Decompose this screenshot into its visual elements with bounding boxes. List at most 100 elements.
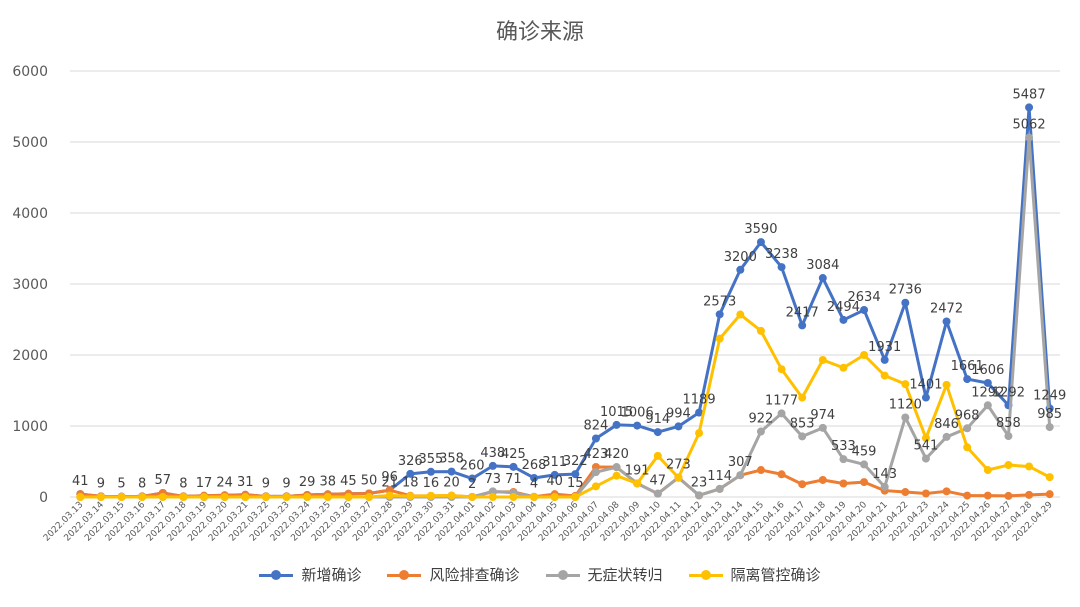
data-point: [942, 317, 951, 326]
data-label: 968: [955, 408, 980, 423]
data-point: [798, 321, 807, 330]
legend-item: 隔离管控确诊: [688, 564, 821, 585]
data-label: 985: [1037, 407, 1062, 422]
data-point: [798, 393, 807, 402]
data-labels: 41 9 5 8 57 8 17 24 31 9 9 29 38 45 50 9632635535826043…: [72, 87, 1066, 491]
data-point: [550, 493, 559, 501]
data-point: [695, 408, 704, 417]
data-point: [220, 493, 229, 501]
data-label: 1006: [621, 406, 654, 421]
data-point: [282, 493, 291, 501]
data-label: 914: [645, 412, 670, 427]
data-point: [777, 470, 786, 479]
data-label: 18: [402, 476, 419, 491]
data-point: [653, 451, 662, 460]
data-point: [777, 365, 786, 374]
data-label: 1931: [868, 340, 901, 355]
legend-swatch: [259, 568, 294, 582]
data-label: 438: [480, 446, 505, 461]
legend-label: 新增确诊: [301, 566, 362, 584]
data-point: [571, 493, 580, 501]
data-label: 2494: [827, 300, 860, 315]
data-point: [1004, 432, 1013, 441]
data-point: [179, 493, 188, 501]
data-point: [488, 487, 497, 496]
data-point: [963, 491, 972, 500]
data-label: 3590: [744, 222, 777, 237]
data-point: [736, 265, 745, 274]
data-point: [385, 491, 394, 500]
data-point: [674, 422, 683, 431]
data-point: [530, 493, 539, 501]
y-tick-label: 5000: [12, 135, 48, 151]
data-point: [736, 310, 745, 319]
data-label: 143: [872, 467, 897, 482]
data-point: [777, 409, 786, 418]
data-point: [983, 491, 992, 500]
data-label: 858: [996, 416, 1021, 431]
data-label: 420: [604, 447, 629, 462]
data-point: [715, 334, 724, 343]
data-label: 29: [299, 475, 316, 490]
data-label: 9: [282, 476, 290, 491]
data-point: [880, 482, 889, 491]
data-label: 96: [381, 470, 398, 485]
data-label: 268: [522, 458, 547, 473]
data-label: 9: [97, 476, 105, 491]
data-point: [633, 421, 642, 430]
data-label: 1292: [992, 385, 1025, 400]
data-label: 1015: [600, 405, 633, 420]
data-point: [901, 380, 910, 389]
data-point: [756, 326, 765, 335]
data-point: [488, 493, 497, 501]
data-point: [901, 488, 910, 497]
data-point: [674, 473, 683, 482]
data-point: [715, 484, 724, 493]
data-point: [756, 427, 765, 436]
data-label: 533: [831, 439, 856, 454]
data-label: 824: [584, 418, 609, 433]
data-point: [138, 493, 147, 501]
data-label: 15: [567, 476, 584, 491]
legend: 新增确诊 风险排查确诊 无症状转归 隔离管控确诊: [0, 564, 1080, 585]
data-label: 311: [542, 455, 567, 470]
data-label: 541: [914, 439, 939, 454]
data-point: [447, 491, 456, 500]
data-label: 2472: [930, 301, 963, 316]
data-label: 2417: [786, 305, 819, 320]
data-point: [860, 478, 869, 487]
data-point: [468, 474, 477, 483]
legend-label: 隔离管控确诊: [730, 566, 821, 584]
legend-swatch: [387, 568, 422, 582]
data-label: 994: [666, 406, 691, 421]
chart-title: 确诊来源: [495, 20, 584, 45]
data-label: 974: [810, 408, 835, 423]
data-point: [963, 375, 972, 384]
y-tick-label: 6000: [12, 64, 48, 80]
data-point: [1025, 103, 1034, 112]
data-point: [1045, 473, 1054, 482]
data-point: [777, 263, 786, 272]
data-label: 2573: [703, 294, 736, 309]
data-point: [839, 479, 848, 488]
data-point: [818, 274, 827, 283]
data-label: 273: [666, 458, 691, 473]
data-point: [798, 480, 807, 489]
data-label: 71: [505, 472, 522, 487]
data-point: [983, 378, 992, 387]
data-label: 17: [196, 476, 213, 491]
y-tick-label: 1000: [12, 419, 48, 435]
data-point: [839, 315, 848, 324]
data-point: [942, 487, 951, 496]
data-label: 3238: [765, 247, 798, 262]
legend-item: 新增确诊: [259, 564, 361, 585]
data-point: [612, 471, 621, 480]
data-label: 3084: [806, 258, 839, 273]
data-label: 3200: [724, 250, 757, 265]
data-label: 24: [216, 475, 233, 490]
data-label: 425: [501, 447, 526, 462]
data-point: [860, 305, 869, 314]
data-point: [571, 470, 580, 479]
data-point: [509, 462, 518, 471]
data-point: [736, 471, 745, 480]
